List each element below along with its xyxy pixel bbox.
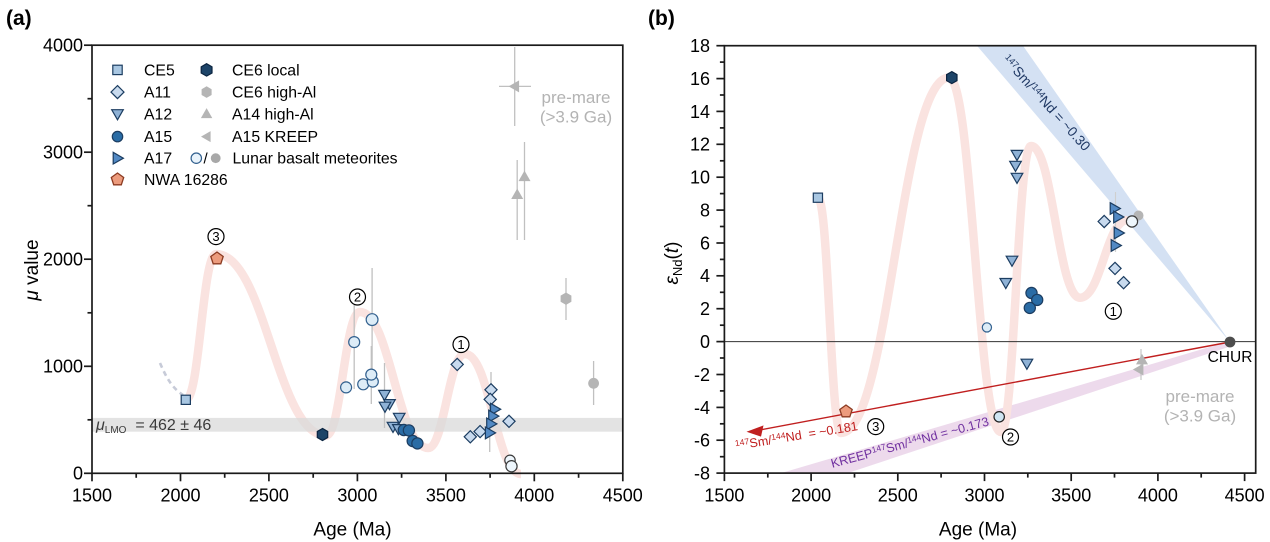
svg-text:3500: 3500 bbox=[426, 486, 466, 506]
svg-text:3500: 3500 bbox=[1051, 486, 1091, 506]
svg-text:-2: -2 bbox=[694, 365, 710, 385]
svg-text:0: 0 bbox=[73, 464, 83, 484]
svg-text:Age (Ma): Age (Ma) bbox=[939, 520, 1017, 541]
svg-text:2000: 2000 bbox=[160, 486, 200, 506]
svg-text:Age (Ma): Age (Ma) bbox=[313, 520, 391, 541]
svg-text:pre-mare: pre-mare bbox=[1166, 387, 1235, 406]
svg-text:(a): (a) bbox=[6, 7, 32, 30]
svg-text:2000: 2000 bbox=[791, 486, 831, 506]
svg-text:NWA 16286: NWA 16286 bbox=[144, 172, 228, 189]
svg-text:3: 3 bbox=[212, 229, 219, 244]
svg-text:2500: 2500 bbox=[249, 486, 289, 506]
svg-text:CE6 local: CE6 local bbox=[232, 62, 300, 79]
svg-text:μLMO = 462 ± 46: μLMO = 462 ± 46 bbox=[95, 417, 211, 436]
svg-text:3000: 3000 bbox=[337, 486, 377, 506]
svg-text:CE6 high-Al: CE6 high-Al bbox=[232, 85, 316, 102]
svg-text:1: 1 bbox=[457, 337, 464, 352]
svg-text:14: 14 bbox=[690, 102, 710, 122]
svg-text:A11: A11 bbox=[144, 85, 171, 102]
svg-text:(>3.9 Ga): (>3.9 Ga) bbox=[540, 108, 612, 127]
svg-text:3000: 3000 bbox=[964, 486, 1004, 506]
svg-text:(b): (b) bbox=[648, 7, 675, 30]
svg-text:A12: A12 bbox=[144, 106, 172, 123]
svg-text:A15 KREEP: A15 KREEP bbox=[232, 129, 318, 146]
svg-text:1500: 1500 bbox=[72, 486, 112, 506]
svg-text:2500: 2500 bbox=[878, 486, 918, 506]
svg-text:18: 18 bbox=[690, 36, 710, 56]
svg-text:0: 0 bbox=[700, 332, 710, 352]
svg-text:2: 2 bbox=[1007, 430, 1014, 445]
svg-text:1: 1 bbox=[1110, 304, 1117, 319]
svg-text:-6: -6 bbox=[694, 431, 710, 451]
svg-text:2000: 2000 bbox=[43, 250, 83, 270]
svg-text:CHUR: CHUR bbox=[1208, 349, 1253, 366]
svg-text:1000: 1000 bbox=[43, 357, 83, 377]
svg-text:3000: 3000 bbox=[43, 143, 83, 163]
svg-text:εNd(t): εNd(t) bbox=[662, 242, 685, 285]
svg-text:/: / bbox=[204, 151, 209, 168]
svg-text:CE5: CE5 bbox=[144, 62, 175, 79]
svg-text:4: 4 bbox=[700, 266, 710, 286]
svg-text:4500: 4500 bbox=[603, 486, 643, 506]
svg-text:-4: -4 bbox=[694, 398, 710, 418]
svg-text:8: 8 bbox=[700, 201, 710, 221]
svg-text:4500: 4500 bbox=[1225, 486, 1265, 506]
svg-text:(>3.9 Ga): (>3.9 Ga) bbox=[1164, 407, 1236, 426]
svg-text:2: 2 bbox=[700, 299, 710, 319]
svg-text:Lunar basalt meteorites: Lunar basalt meteorites bbox=[233, 151, 398, 168]
svg-text:6: 6 bbox=[700, 233, 710, 253]
svg-text:12: 12 bbox=[690, 135, 710, 155]
svg-text:4000: 4000 bbox=[514, 486, 554, 506]
svg-text:A17: A17 bbox=[144, 151, 172, 168]
svg-text:147Sm/144Nd = ~0.30: 147Sm/144Nd = ~0.30 bbox=[999, 52, 1093, 154]
svg-text:4000: 4000 bbox=[1138, 486, 1178, 506]
svg-text:1500: 1500 bbox=[704, 486, 744, 506]
svg-text:3: 3 bbox=[872, 419, 879, 434]
svg-text:A14 high-Al: A14 high-Al bbox=[232, 106, 314, 123]
svg-text:16: 16 bbox=[690, 69, 710, 89]
svg-text:2: 2 bbox=[354, 290, 361, 305]
svg-text:A15: A15 bbox=[144, 129, 172, 146]
svg-text:pre-mare: pre-mare bbox=[542, 88, 611, 107]
svg-text:10: 10 bbox=[690, 168, 710, 188]
svg-text:μ value: μ value bbox=[22, 239, 43, 301]
svg-text:4000: 4000 bbox=[43, 36, 83, 56]
svg-text:-8: -8 bbox=[694, 464, 710, 484]
